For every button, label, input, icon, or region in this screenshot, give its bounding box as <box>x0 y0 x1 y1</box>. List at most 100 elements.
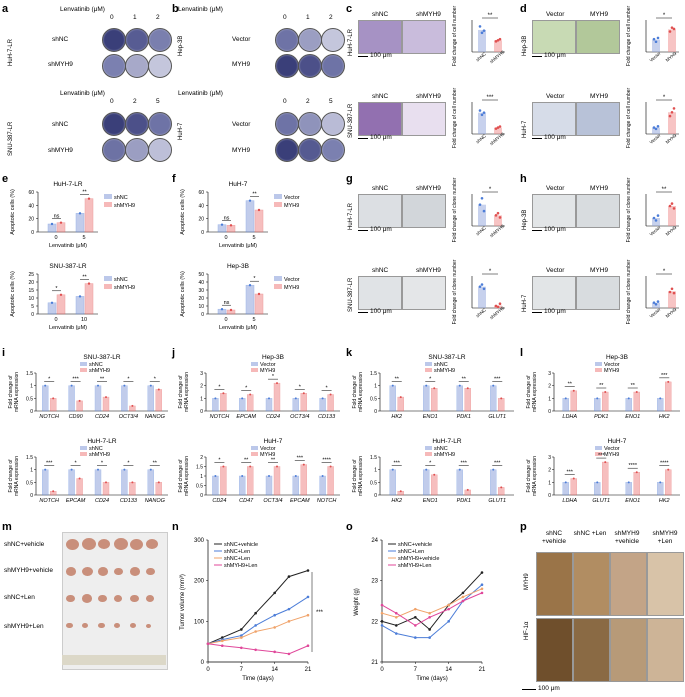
data-point <box>564 397 567 400</box>
c-bottom-sig: *** <box>486 95 494 101</box>
scale-bar <box>358 312 368 313</box>
x-tick-label: 7 <box>414 667 418 673</box>
legend-label: shNC+Len <box>224 549 250 555</box>
data-point <box>635 471 638 474</box>
bar <box>562 398 569 412</box>
c-bottom-scale: 100 μm <box>370 134 392 141</box>
g-bottom-micrograph-0 <box>358 276 402 310</box>
d-bottom-sig: * <box>663 95 666 101</box>
a-bottom-dose-2: 5 <box>156 98 160 105</box>
data-point <box>222 392 225 395</box>
scale-bar <box>358 56 368 57</box>
d-bottom-cell-line: HuH-7 <box>522 120 528 138</box>
sig-label: * <box>253 276 256 282</box>
data-point <box>380 603 384 607</box>
data-point <box>480 113 484 117</box>
b-top-row-0: Vector <box>232 36 251 43</box>
data-point <box>220 639 224 643</box>
bar <box>665 381 672 412</box>
c-top-micrograph-0 <box>358 20 402 54</box>
data-point <box>414 636 417 639</box>
colony-dish <box>321 112 345 136</box>
y-tick-label: 0 <box>201 660 205 666</box>
data-point <box>394 611 398 615</box>
legend-swatch <box>595 362 602 366</box>
data-point <box>273 613 276 617</box>
tumor <box>82 538 96 550</box>
p-row-1: HIF-1α <box>524 621 530 640</box>
gene-label: EPCAM <box>290 498 310 504</box>
tumor <box>114 538 128 550</box>
x-tick-label: 0 <box>54 317 57 323</box>
sig-label: * <box>48 377 51 383</box>
data-point <box>494 40 498 43</box>
gene-label: HK2 <box>391 498 402 504</box>
x-tick-label: 0 <box>224 317 227 323</box>
sig-label: * <box>299 384 302 390</box>
panel-label-o: o <box>346 521 353 533</box>
c-bottom-group-1: shMYH9 <box>416 93 441 100</box>
y-tick-label: 0 <box>374 493 377 499</box>
data-point <box>220 644 224 648</box>
legend-swatch <box>104 202 112 207</box>
tumor <box>66 622 73 629</box>
data-point <box>380 624 384 627</box>
tumor <box>130 594 139 603</box>
bar <box>389 469 396 496</box>
sig-label: * <box>218 384 221 390</box>
bar <box>327 466 334 496</box>
ylabel-line1: Fold change of <box>352 375 358 409</box>
y-tick-label: 20 <box>28 217 34 223</box>
x-tick-label: MYH9 <box>665 133 678 145</box>
d-bottom-dotplot: Fold change of cell number Vector MYH9 * <box>626 88 679 148</box>
bar <box>220 393 227 412</box>
g-bottom-ylabel: Fold change of clone number <box>452 259 458 324</box>
data-point <box>87 282 91 285</box>
ihc-image <box>647 552 684 616</box>
data-point <box>254 611 257 615</box>
p-scale-bar <box>522 689 536 690</box>
y-tick-label: 1.5 <box>196 465 203 471</box>
y-tick-label: 1 <box>30 384 33 390</box>
d-bottom-group-1: MYH9 <box>590 93 609 100</box>
tumor <box>146 567 155 576</box>
series-line <box>381 584 483 639</box>
data-point <box>672 291 676 295</box>
colony-dish <box>321 138 345 162</box>
data-point <box>627 397 630 400</box>
data-point <box>380 611 384 615</box>
y-tick-label: 1 <box>548 480 551 486</box>
sig-label: ** <box>271 458 276 464</box>
o-chart: Weight (g) 21 22 23 24 0 7 14 21 Time (days) shNC+… <box>354 538 486 682</box>
bar <box>319 398 326 412</box>
data-point <box>494 127 498 130</box>
x-tick-label: shNC <box>475 51 487 63</box>
i-top-title: SNU-387-LR <box>83 354 121 361</box>
a-bottom-dose-1: 2 <box>133 98 137 105</box>
data-point <box>672 107 676 110</box>
data-point <box>50 222 54 226</box>
y-tick-label: 20 <box>198 217 204 223</box>
data-point <box>564 481 567 484</box>
e-top-title: HuH-7-LR <box>53 181 83 188</box>
legend-label: shMYH9+vehicle <box>398 556 439 562</box>
data-point <box>672 207 676 210</box>
legend-swatch <box>80 362 87 366</box>
panel-label-l: l <box>520 347 524 359</box>
y-tick-label: 30 <box>198 288 204 294</box>
data-point <box>428 628 431 631</box>
data-point <box>222 465 225 468</box>
gene-label: HK2 <box>391 414 402 420</box>
x-tick-label: 21 <box>479 667 486 673</box>
sig-label: * <box>429 461 432 467</box>
y-tick-label: 2 <box>200 455 203 461</box>
bar <box>456 385 463 412</box>
c-bottom-group-0: shNC <box>372 93 389 100</box>
g-bottom-group-1: shMYH9 <box>416 267 441 274</box>
a-top-dose-1: 1 <box>133 14 137 21</box>
n-ylabel: Tumor volume (mm³) <box>180 574 186 630</box>
data-point <box>572 389 575 392</box>
